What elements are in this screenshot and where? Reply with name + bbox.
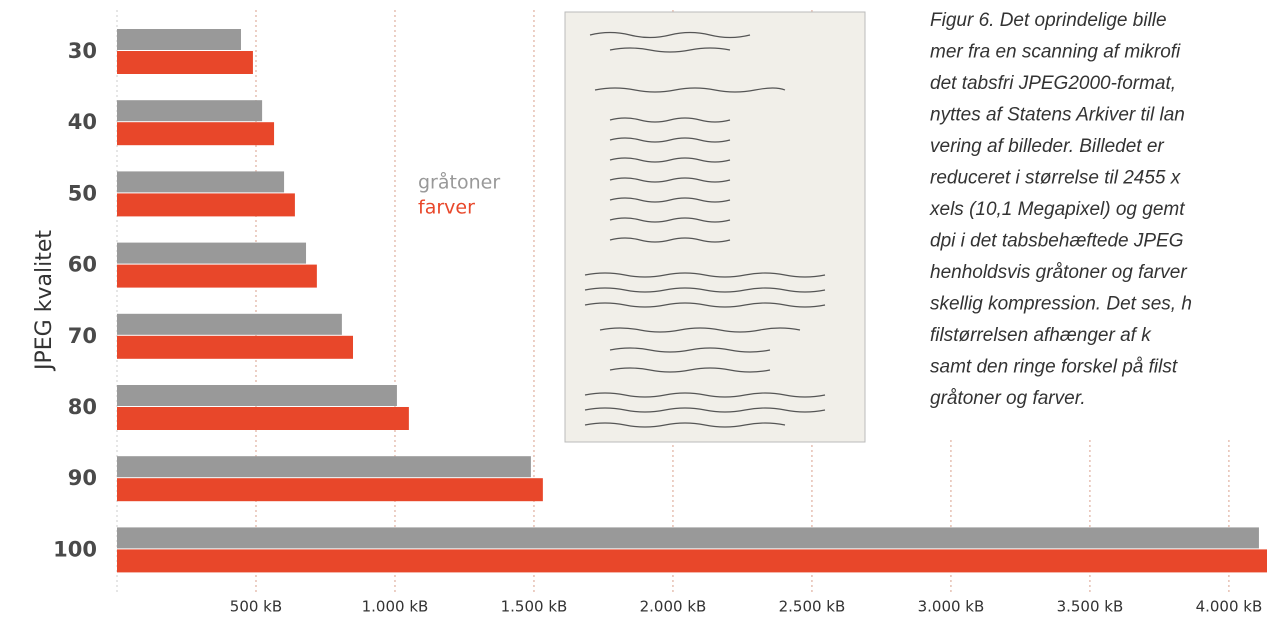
y-tick-label: 50 [68, 181, 97, 205]
y-tick-label: 60 [68, 253, 97, 277]
bar [117, 314, 342, 335]
x-tick-label: 1.000 kB [362, 598, 429, 616]
x-tick-label: 2.000 kB [640, 598, 707, 616]
caption-line: henholdsvis gråtoner og farver [930, 262, 1187, 283]
bar [117, 193, 295, 216]
y-tick-label: 90 [68, 466, 97, 490]
caption-line: samt den ringe forskel på filst [930, 357, 1178, 378]
bar [117, 456, 531, 477]
y-tick-label: 30 [68, 39, 97, 63]
caption-line: gråtoner og farver. [930, 388, 1086, 409]
caption-line: skellig kompression. Det ses, h [930, 294, 1192, 315]
bar [117, 385, 397, 406]
legend-label: gråtoner [418, 171, 500, 194]
caption-line: det tabsfri JPEG2000-format, [930, 73, 1176, 94]
y-tick-label: 70 [68, 324, 97, 348]
bar [117, 265, 317, 288]
chart: JPEG kvalitet gråtoner farver 500 kB 1.00… [0, 0, 1267, 623]
y-tick-label: 100 [53, 537, 97, 561]
caption-line: reduceret i størrelse til 2455 x [930, 168, 1182, 189]
bar [117, 527, 1259, 548]
bar [117, 51, 253, 74]
bar [117, 478, 543, 501]
legend-label: farver [418, 197, 475, 219]
x-tick-label: 500 kB [230, 598, 282, 616]
caption-line: filstørrelsen afhænger af k [930, 325, 1152, 346]
caption-line: xels (10,1 Megapixel) og gemt [929, 199, 1185, 220]
y-axis-label: JPEG kvalitet [32, 230, 57, 372]
bar [117, 122, 274, 145]
bar [117, 29, 241, 50]
bar [117, 549, 1267, 572]
bar [117, 336, 353, 359]
y-tick-label: 40 [68, 110, 97, 134]
x-tick-label: 3.500 kB [1057, 598, 1124, 616]
y-tick-label: 80 [68, 395, 97, 419]
x-tick-label: 3.000 kB [918, 598, 985, 616]
bar [117, 171, 284, 192]
x-tick-label: 4.000 kB [1196, 598, 1263, 616]
caption-line: Figur 6. Det oprindelige bille [930, 10, 1167, 31]
x-tick-label: 1.500 kB [501, 598, 568, 616]
scanned-document [565, 12, 865, 442]
x-tick-label: 2.500 kB [779, 598, 846, 616]
bar [117, 407, 409, 430]
bar [117, 243, 306, 264]
bar [117, 100, 262, 121]
caption-line: nyttes af Statens Arkiver til lan [930, 105, 1185, 126]
caption-line: dpi i det tabsbehæftede JPEG [930, 231, 1184, 252]
caption-line: mer fra en scanning af mikrofi [930, 42, 1181, 63]
caption-line: vering af billeder. Billedet er [930, 136, 1164, 157]
